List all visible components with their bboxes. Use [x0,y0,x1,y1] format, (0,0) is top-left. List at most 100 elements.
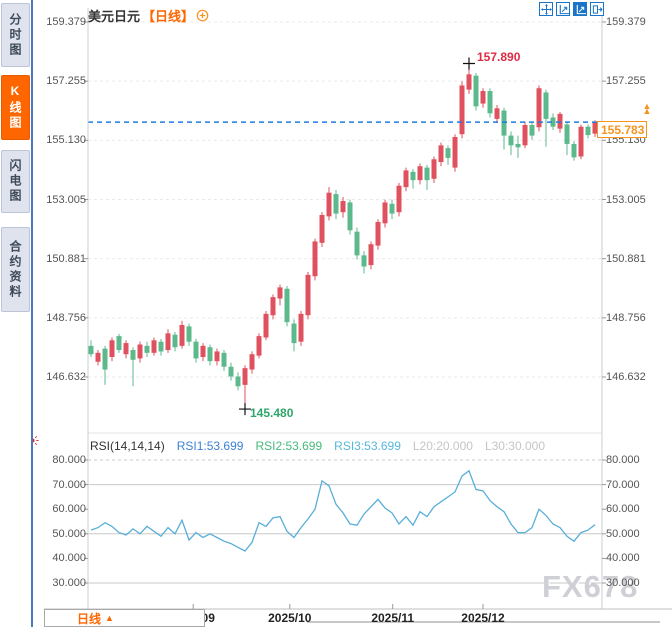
price-axis-label: 157.255 [46,75,86,88]
candle [438,145,444,163]
price-axis-label: 157.255 [606,75,646,88]
candle [242,368,248,385]
watermark: FX678 [542,569,639,604]
candle [165,333,171,351]
rsi-l30-value: L30:30.000 [484,439,545,453]
candle [410,171,416,181]
candle [473,75,479,107]
candle [529,125,535,136]
candle [494,108,500,119]
price-axis-label: 153.005 [606,193,646,206]
candle [109,340,115,358]
candle [326,192,332,217]
price-up-arrow-icon: ▲ ▲ [642,101,652,116]
chevron-up-icon: ▲ [105,613,114,623]
candle [536,88,542,128]
h-scrollbar-thumb[interactable] [307,621,660,623]
candle [431,159,437,179]
candle [424,167,430,181]
candle [543,92,549,119]
sidebar-tab-4[interactable]: 合约资料 [1,227,30,312]
price-axis-label: 146.632 [606,371,646,383]
axis-scale-icon[interactable] [573,2,587,16]
candle [200,345,206,358]
price-axis-label: 148.756 [606,311,646,324]
sidebar-tab-1[interactable]: 分时图 [1,3,30,67]
candle [179,324,185,346]
candle [151,340,157,353]
rsi-axis-label: 80.000 [52,454,86,466]
rsi-name[interactable]: RSI(14,14,14) [90,439,165,453]
rsi-axis-label: 50.000 [606,527,640,540]
last-price-value: 155.783 [601,122,645,137]
candle [396,185,402,213]
candle [249,354,255,370]
rsi-axis-label: 70.000 [606,478,640,491]
candle [144,345,150,353]
low-cross-marker [239,403,251,416]
candle [592,122,598,134]
add-indicator-icon[interactable] [196,9,209,22]
price-axis-label: 159.379 [606,16,646,28]
candle [578,126,584,157]
price-axis-label: 150.881 [46,252,86,265]
candle [508,135,514,146]
candle [571,143,577,158]
low-price-label: 145.480 [250,406,294,420]
candle [263,313,269,338]
candle [501,110,507,136]
high-cross-marker [463,57,475,70]
last-price-tag: 155.783 [597,121,647,138]
exit-chart-icon[interactable] [590,2,604,16]
candle [487,91,493,114]
candle [116,336,122,351]
period-selector[interactable]: 日线 ▲ [44,609,205,627]
candle [277,287,283,299]
period-label: 日线 [77,611,102,626]
axis-fit-icon[interactable] [556,2,570,16]
candle [459,85,465,135]
rsi-line [90,469,596,552]
symbol-name: 美元日元 [88,9,141,24]
sidebar: 分时图 K线图闪电图合约资料 [0,0,33,627]
rsi1-value: RSI1:53.699 [176,439,244,453]
candle [270,297,276,316]
candle [480,91,486,104]
candle [284,288,290,323]
candle [172,334,178,348]
candle [291,323,297,344]
candle [403,170,409,188]
rsi-axis-label: 40.000 [52,552,86,565]
candle [312,241,318,277]
candle [207,347,213,362]
sidebar-tab-2[interactable]: K线图 [1,75,30,140]
candle [221,352,227,367]
price-axis-label: 148.756 [46,311,86,324]
price-axis-label: 146.632 [46,371,86,383]
timeframe-tag: 【日线】 [142,9,195,24]
pan-icon[interactable] [539,2,553,16]
price-axis-label: 153.005 [46,193,86,206]
rsi-indicator-header: RSI(14,14,14) RSI1:53.699 RSI2:53.699 RS… [90,439,545,453]
candle [550,117,556,127]
rsi-axis-label: 70.000 [52,478,86,491]
date-axis-label: 2025/12 [461,611,505,625]
rsi-axis-label: 50.000 [52,527,86,540]
rsi-axis-label: 30.000 [606,577,640,589]
candle [333,194,339,214]
candle [228,366,234,377]
candle [158,341,164,352]
candle [319,214,325,243]
candle [522,125,528,146]
sidebar-tab-3[interactable]: 闪电图 [1,150,30,213]
candle [298,313,304,342]
candle [389,203,395,214]
candle [452,136,458,168]
date-axis-label: 2025/11 [371,611,415,625]
price-axis-label: 155.130 [46,134,86,147]
candle [88,345,94,355]
rsi-l20-value: L20:20.000 [412,439,473,453]
high-price-label: 157.890 [477,50,521,64]
